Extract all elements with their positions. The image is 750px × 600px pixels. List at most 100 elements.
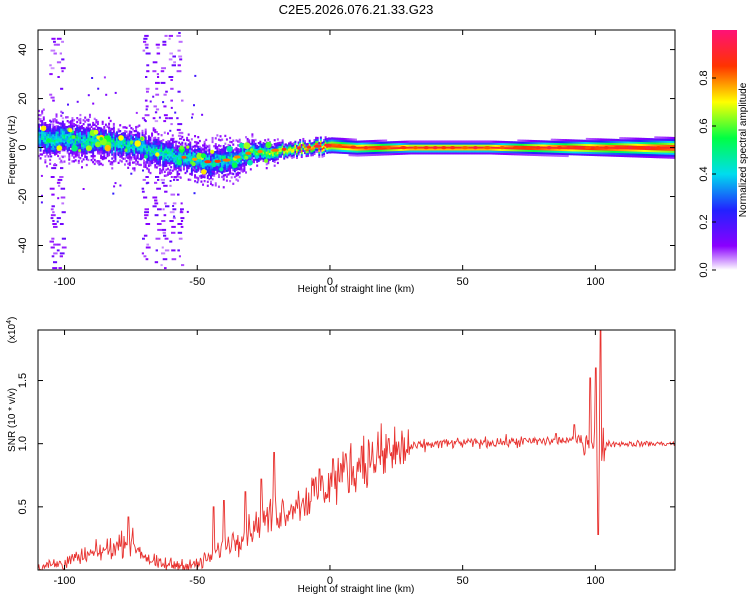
- spectrogram-cell: [598, 140, 601, 143]
- spectrogram-cell: [38, 109, 40, 113]
- spectrogram-cell: [178, 151, 181, 154]
- spectrogram-cell: [662, 144, 665, 147]
- noise-cell: [179, 170, 182, 173]
- spectrogram-cell: [187, 166, 190, 170]
- spectrogram-cell: [251, 141, 254, 144]
- spectrogram-cell: [159, 148, 162, 151]
- spectrogram-cell: [149, 156, 152, 159]
- spectrogram-cell: [565, 148, 568, 152]
- spectrogram-cell: [577, 151, 580, 154]
- spectrogram-cell: [596, 144, 599, 147]
- spectrogram-cell: [327, 137, 330, 140]
- spectrogram-cell: [235, 139, 238, 142]
- spectrogram-cell: [507, 145, 510, 148]
- spectrogram-cell: [240, 167, 243, 170]
- spectrogram-cell: [79, 113, 82, 117]
- spectrogram-cell: [130, 132, 133, 136]
- spectrogram-cell: [213, 166, 216, 169]
- spectrogram-cell: [424, 150, 427, 153]
- spectrogram-cell: [44, 145, 47, 148]
- spectrogram-cell: [506, 141, 509, 144]
- spectrogram-cell: [171, 146, 174, 149]
- spectrogram-cell: [503, 144, 505, 148]
- spectrogram-cell: [300, 155, 303, 159]
- spectrogram-cell: [60, 140, 63, 143]
- spectrogram-cell: [542, 146, 545, 149]
- figure-title: C2E5.2026.076.21.33.G23: [279, 2, 434, 17]
- spectrogram-cell: [458, 140, 461, 143]
- noise-cell: [169, 184, 172, 187]
- spectrogram-cell: [338, 141, 341, 144]
- spectrogram-cell: [85, 126, 88, 129]
- spectrogram-cell: [50, 147, 53, 150]
- spectrogram-cell: [194, 176, 197, 179]
- spectrogram-cell: [452, 142, 455, 145]
- spectrogram-cell: [112, 138, 115, 141]
- spectrogram-cell: [300, 149, 303, 153]
- spectrogram-cell: [611, 138, 614, 142]
- spectrogram-cell: [71, 154, 74, 157]
- spectrogram-cell: [385, 149, 388, 152]
- noise-cell: [162, 40, 167, 43]
- spectrogram-cell: [553, 146, 556, 149]
- noise-cell: [176, 178, 179, 181]
- spectrogram-cell: [399, 152, 402, 155]
- noise-cell: [181, 99, 184, 102]
- spectrogram-cell: [442, 152, 445, 155]
- spectrogram-cell: [632, 141, 634, 144]
- spectrogram-cell: [350, 153, 353, 157]
- spectrogram-cell: [240, 149, 243, 153]
- spectrogram-cell: [315, 138, 318, 141]
- spectrogram-cell: [77, 126, 80, 129]
- spectrogram-cell: [577, 143, 580, 146]
- spectrogram-cell: [123, 132, 126, 135]
- spectrogram-cell: [174, 166, 177, 169]
- spectrogram-cell: [378, 153, 381, 156]
- spectrogram-cell: [378, 141, 381, 144]
- spectrogram-cell: [636, 153, 639, 156]
- spectrogram-cell: [240, 153, 243, 157]
- spectrogram-cell: [600, 146, 603, 149]
- spectrogram-cell: [498, 150, 501, 153]
- spectrogram-peak: [222, 158, 231, 162]
- spectrogram-cell: [288, 148, 291, 151]
- spectrogram-cell: [346, 142, 349, 145]
- spectrogram-cell: [327, 139, 330, 142]
- spectrogram-cell: [69, 143, 72, 147]
- spectrogram-cell: [523, 153, 526, 156]
- spectrogram-cell: [109, 149, 112, 152]
- spectrogram-cell: [652, 148, 655, 151]
- spectrogram-cell: [189, 163, 192, 166]
- spectrogram-cell: [259, 158, 262, 161]
- spectrogram-cell: [417, 152, 419, 155]
- spectrogram-cell: [370, 153, 373, 157]
- spectrogram-cell: [558, 150, 561, 153]
- spectrogram-cell: [566, 150, 569, 154]
- spectrogram-cell: [302, 139, 305, 143]
- spectrogram-cell: [224, 148, 227, 151]
- spectrogram-cell: [606, 140, 609, 143]
- spectrogram-cell: [203, 174, 206, 177]
- spectrogram-cell: [603, 144, 606, 147]
- spectrogram-cell: [128, 124, 131, 127]
- spectrogram-cell: [319, 136, 322, 139]
- noise-cell: [50, 217, 54, 220]
- spectrogram-cell: [375, 139, 378, 143]
- spectrogram-cell: [568, 149, 571, 152]
- spectrogram-cell: [39, 131, 42, 135]
- spectrogram-cell: [549, 140, 552, 143]
- spectrogram-cell: [444, 142, 447, 145]
- spectrogram-cell: [286, 150, 289, 153]
- spectrogram-peak: [245, 151, 252, 155]
- spectrogram-cell: [657, 152, 660, 155]
- spectrogram-cell: [114, 138, 117, 141]
- noise-cell: [177, 231, 183, 234]
- spectrogram-cell: [585, 141, 588, 145]
- spectrogram-cell: [168, 150, 171, 153]
- spectrogram-cell: [254, 144, 257, 147]
- spectrogram-cell: [60, 138, 63, 141]
- spectrogram-cell: [92, 157, 95, 160]
- spectrogram-cell: [81, 140, 83, 143]
- spectrogram-cell: [541, 152, 544, 155]
- spectrogram-cell: [394, 141, 397, 144]
